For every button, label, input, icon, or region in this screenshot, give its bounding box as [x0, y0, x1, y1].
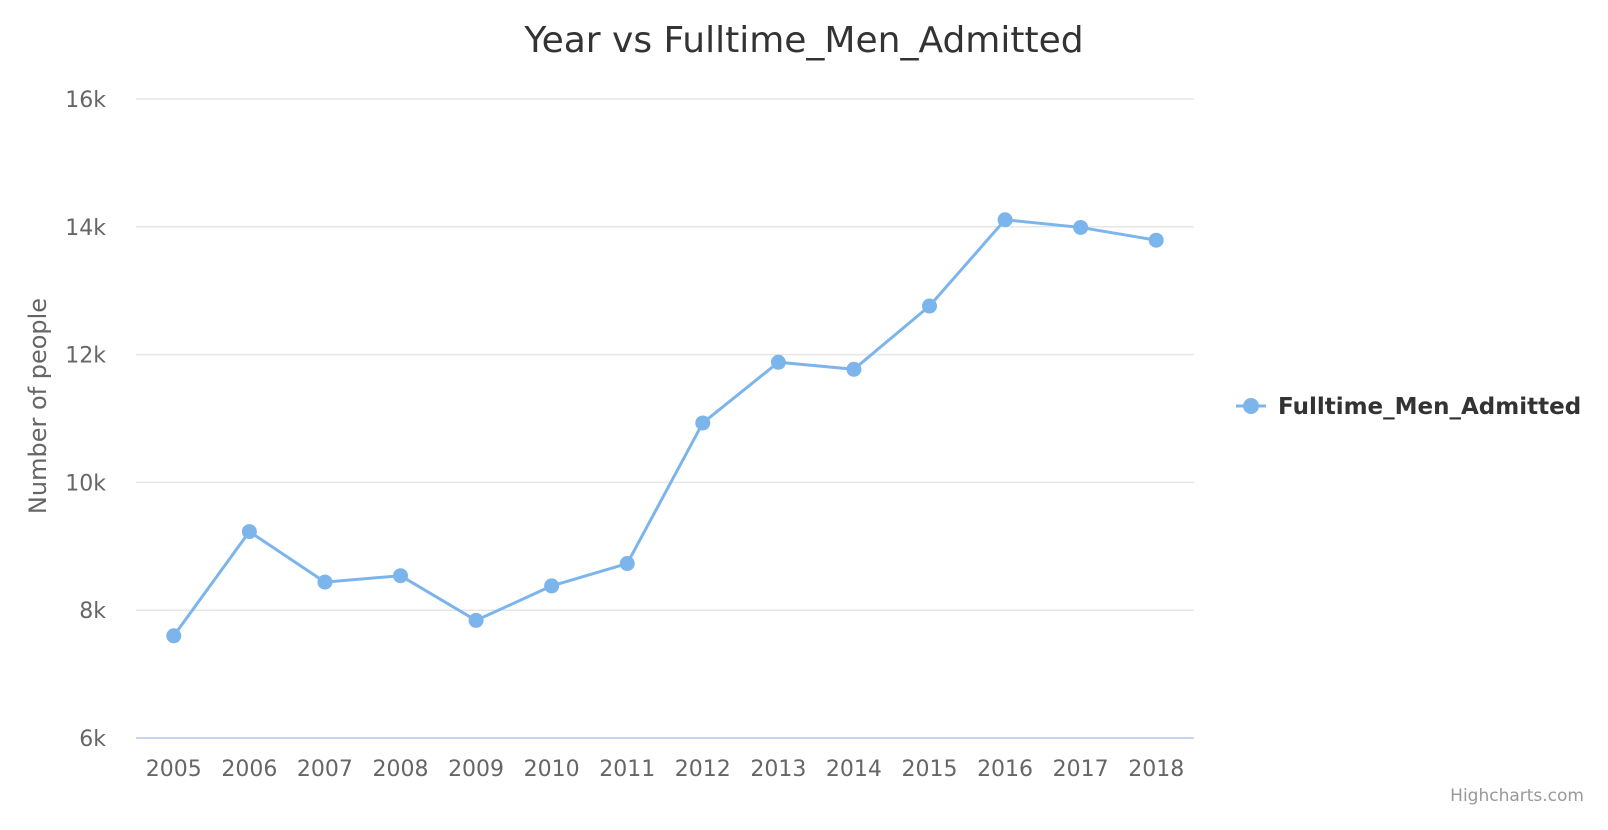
x-tick-label: 2012 — [675, 757, 731, 782]
data-point[interactable] — [846, 361, 862, 377]
y-tick-label: 16k — [65, 88, 106, 113]
x-tick-label: 2018 — [1128, 757, 1184, 782]
y-tick-label: 8k — [79, 599, 106, 624]
x-tick-label: 2014 — [826, 757, 882, 782]
y-tick-label: 12k — [65, 344, 106, 369]
y-axis-ticks: 6k 8k 10k 12k 14k 16k — [65, 88, 106, 752]
x-tick-label: 2015 — [902, 757, 958, 782]
series-line[interactable] — [172, 218, 1158, 638]
x-tick-label: 2010 — [524, 757, 580, 782]
x-tick-label: 2009 — [448, 757, 504, 782]
x-axis-ticks: 2005 2006 2007 2008 2009 2010 2011 2012 2013 2014… — [146, 757, 1184, 782]
data-point[interactable] — [1148, 232, 1164, 248]
data-point[interactable] — [922, 298, 937, 314]
data-point[interactable] — [241, 524, 257, 540]
x-tick-label: 2017 — [1053, 757, 1109, 782]
chart-title: Year vs Fulltime_Men_Admitted — [523, 20, 1083, 61]
x-tick-label: 2007 — [297, 757, 353, 782]
credits-link[interactable]: Highcharts.com — [1450, 786, 1584, 806]
x-tick-label: 2016 — [977, 757, 1033, 782]
legend[interactable]: Fulltime_Men_Admitted — [1236, 394, 1581, 420]
data-point[interactable] — [1073, 219, 1089, 235]
data-point[interactable] — [695, 415, 711, 431]
y-tick-label: 6k — [79, 727, 106, 752]
data-point[interactable] — [468, 612, 484, 628]
data-point[interactable] — [770, 354, 786, 370]
x-tick-label: 2005 — [146, 757, 202, 782]
data-point[interactable] — [619, 556, 635, 572]
x-tick-label: 2008 — [373, 757, 429, 782]
y-tick-label: 10k — [65, 471, 106, 496]
legend-item-label[interactable]: Fulltime_Men_Admitted — [1278, 394, 1581, 420]
grid-lines — [136, 98, 1194, 739]
data-point[interactable] — [997, 212, 1013, 228]
x-tick-label: 2011 — [599, 757, 655, 782]
y-tick-label: 14k — [65, 216, 106, 241]
y-axis-title: Number of people — [24, 298, 52, 514]
data-point[interactable] — [393, 568, 408, 584]
data-point[interactable] — [544, 578, 560, 594]
data-point[interactable] — [317, 574, 333, 590]
legend-marker-symbol — [1243, 398, 1259, 414]
x-tick-label: 2013 — [750, 757, 806, 782]
series-group — [166, 212, 1164, 644]
x-tick-label: 2006 — [221, 757, 277, 782]
data-point[interactable] — [166, 628, 182, 644]
